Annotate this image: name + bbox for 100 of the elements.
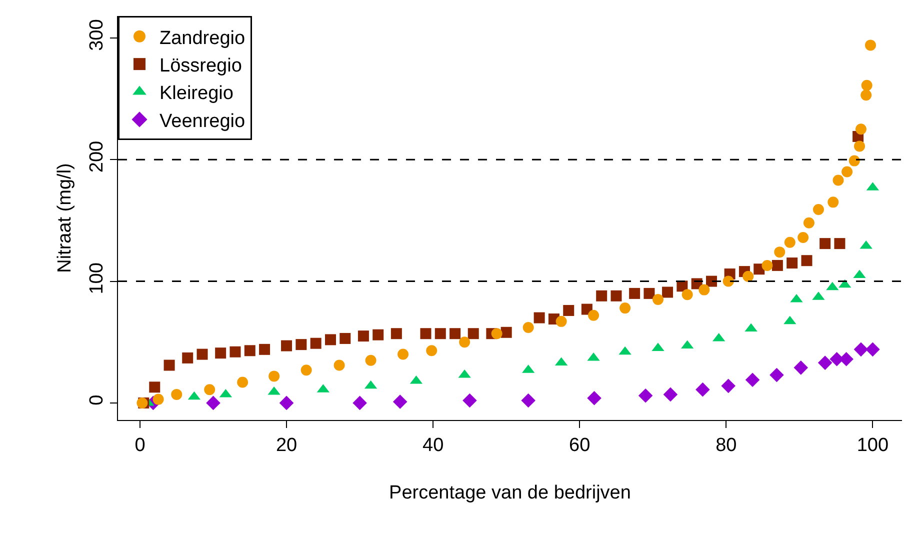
point (215, 348, 226, 359)
point (491, 328, 502, 340)
y-tick-label: 100 (86, 262, 108, 294)
point (521, 393, 536, 408)
point (638, 388, 653, 403)
point (468, 328, 479, 340)
legend-label: Kleiregio (160, 83, 234, 104)
point (745, 372, 760, 387)
point (334, 360, 345, 371)
point (834, 238, 846, 250)
point (204, 384, 216, 396)
point (860, 90, 872, 101)
point (230, 346, 241, 358)
point (770, 368, 784, 382)
point (340, 332, 351, 344)
point (310, 338, 322, 349)
point (556, 316, 567, 327)
point (352, 396, 367, 410)
point (587, 390, 602, 406)
point (652, 294, 664, 306)
point (784, 236, 796, 248)
point (434, 328, 446, 340)
point (848, 155, 860, 166)
point (196, 348, 208, 360)
y-tick-label: 200 (86, 140, 108, 173)
point (268, 370, 280, 382)
point (742, 270, 754, 282)
point (596, 290, 608, 302)
point (534, 312, 545, 324)
point (152, 394, 164, 405)
x-tick-label: 100 (856, 434, 889, 456)
point (182, 352, 194, 364)
x-tick-label: 60 (569, 434, 590, 456)
point (803, 217, 814, 228)
point (798, 232, 809, 243)
y-tick-label: 0 (86, 394, 108, 406)
point (854, 342, 868, 357)
point (392, 394, 408, 409)
point (866, 342, 880, 357)
x-tick-label: 0 (134, 434, 146, 456)
point (281, 340, 292, 352)
x-axis-title: Percentage van de bedrijven (389, 482, 631, 504)
point (786, 258, 798, 269)
point (365, 354, 376, 366)
legend-label: Veenregio (160, 110, 246, 132)
point (832, 174, 844, 186)
point (812, 204, 824, 215)
point (818, 356, 832, 370)
point (300, 364, 312, 376)
point (663, 387, 678, 402)
y-axis-title: Nitraat (mg/l) (54, 163, 76, 273)
point (420, 328, 432, 340)
point (722, 276, 734, 287)
point (450, 328, 461, 340)
point (324, 334, 336, 346)
point (842, 166, 853, 178)
legend-label: Zandregio (160, 28, 246, 49)
point (772, 260, 783, 271)
point (854, 140, 865, 152)
point (861, 80, 872, 91)
point (237, 376, 248, 388)
point (662, 286, 674, 298)
point (696, 382, 710, 397)
point (610, 290, 622, 302)
point (500, 326, 512, 338)
point (629, 288, 640, 299)
legend-label: Lössregio (160, 55, 242, 76)
point (522, 322, 534, 334)
point (372, 329, 384, 340)
x-tick-label: 80 (716, 434, 737, 456)
point (462, 393, 477, 408)
point (259, 344, 270, 355)
point (721, 378, 736, 394)
point (563, 304, 574, 316)
point (855, 124, 866, 135)
point (206, 396, 220, 410)
point (426, 345, 438, 356)
point (390, 328, 402, 340)
point (762, 260, 773, 271)
point (588, 310, 600, 321)
point (774, 246, 786, 258)
point (244, 345, 256, 356)
point (828, 196, 839, 208)
point (459, 336, 470, 348)
point (698, 284, 710, 296)
point (164, 360, 175, 371)
point (398, 348, 409, 360)
x-tick-label: 20 (276, 434, 298, 456)
point (171, 388, 182, 400)
point (149, 382, 160, 393)
point (864, 40, 876, 51)
point (279, 396, 294, 410)
y-tick-label: 300 (86, 19, 108, 51)
point (794, 360, 808, 375)
point (620, 302, 631, 314)
point (682, 289, 693, 300)
point (296, 339, 307, 350)
x-tick-label: 40 (422, 434, 444, 456)
point (644, 288, 655, 299)
point (358, 330, 369, 342)
